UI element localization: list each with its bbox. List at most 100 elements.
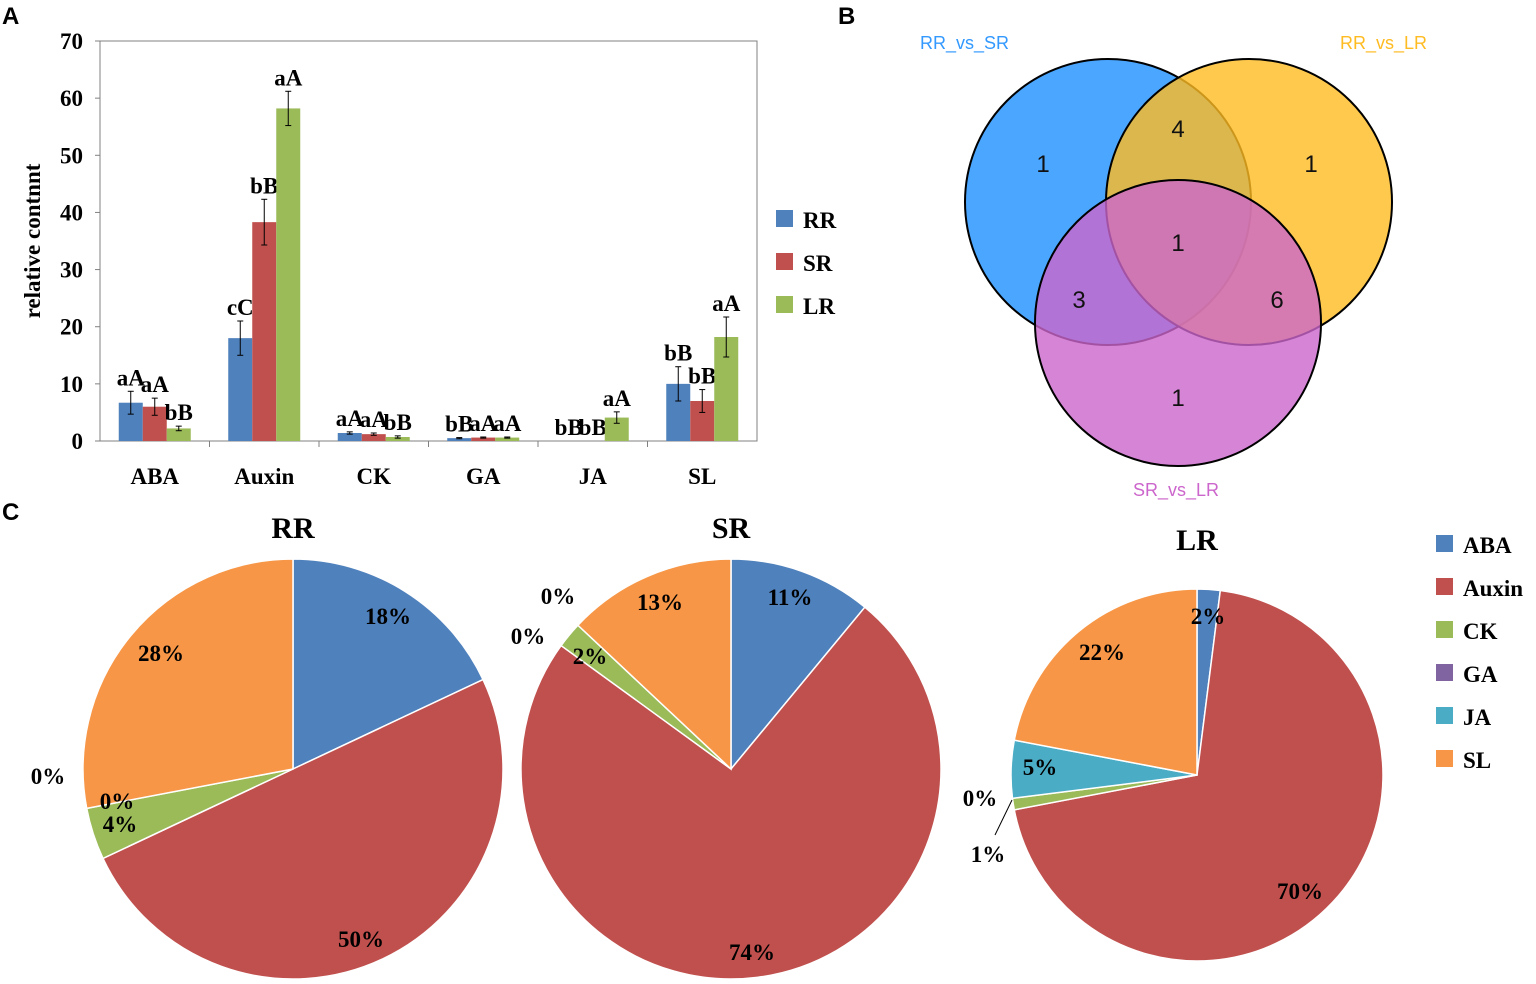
pie-label-ja: 0% xyxy=(511,624,546,649)
bar-lr-ja xyxy=(604,417,629,441)
significance-label: aA xyxy=(274,65,303,90)
significance-label: aA xyxy=(117,365,146,390)
pie-label-ck: 1% xyxy=(971,842,1006,867)
y-tick-label: 70 xyxy=(60,29,83,54)
venn-count-rr-sr-and-rr-lr: 4 xyxy=(1171,116,1184,143)
significance-label: aA xyxy=(360,407,389,432)
x-tick-label: GA xyxy=(466,464,501,489)
pie-legend: ABA Auxin CK GA JA SL xyxy=(1436,533,1523,773)
legend-label-sr: SR xyxy=(803,251,833,276)
legend-label-auxin: Auxin xyxy=(1463,576,1523,601)
bar-sr-ck xyxy=(361,434,386,441)
pie-slice-aba xyxy=(730,558,866,772)
significance-label: bB xyxy=(555,415,583,440)
pie-slice-sl xyxy=(576,558,732,771)
venn-count-rr-sr-and-sr-lr: 3 xyxy=(1072,287,1085,314)
pie-title: SR xyxy=(712,512,751,545)
pie-label-sl: 22% xyxy=(1079,640,1125,665)
panel-label-b: B xyxy=(838,3,855,30)
venn-label-sr-vs-lr: SR_vs_LR xyxy=(1133,480,1219,501)
pie-title: LR xyxy=(1176,524,1218,557)
pie-label-leader xyxy=(994,799,1013,836)
x-tick-label: ABA xyxy=(130,464,179,489)
pie-chart-sr: SR 11% 74% 2% 0% 0% 13% xyxy=(511,512,942,980)
panel-label-a: A xyxy=(2,3,19,30)
pie-label-sl: 28% xyxy=(138,641,184,666)
legend-label-aba: ABA xyxy=(1463,533,1512,558)
venn-count-sr-vs-lr-only: 1 xyxy=(1171,385,1184,412)
x-tick-label: SL xyxy=(688,464,716,489)
pie-label-aba: 11% xyxy=(768,585,813,610)
pie-label-ja: 5% xyxy=(1023,755,1058,780)
bar-lr-auxin xyxy=(276,108,301,441)
legend-swatch-lr xyxy=(776,296,793,313)
legend-swatch-rr xyxy=(776,210,793,227)
pie-label-ga: 0% xyxy=(963,786,998,811)
pie-label-ga: 0% xyxy=(100,789,135,814)
legend-label-lr: LR xyxy=(803,294,835,319)
bar-rr-ga xyxy=(447,438,472,441)
legend-swatch-sl xyxy=(1436,750,1453,767)
significance-label: aA xyxy=(141,372,170,397)
legend-swatch-auxin xyxy=(1436,578,1453,595)
significance-label: bB xyxy=(664,341,692,366)
pie-title: RR xyxy=(271,512,315,545)
panel-label-c: C xyxy=(2,499,19,526)
bar-lr-ga xyxy=(495,437,520,441)
pie-chart-lr: LR 2% 70% 1% 0% 22% 5% xyxy=(963,524,1384,962)
venn-count-all-three: 1 xyxy=(1171,230,1184,257)
bar-lr-ck xyxy=(385,437,410,441)
venn-label-rr-vs-lr: RR_vs_LR xyxy=(1340,33,1427,54)
pie-label-ga: 0% xyxy=(541,584,576,609)
significance-label: aA xyxy=(469,411,498,436)
bar-sr-ga xyxy=(471,437,496,441)
significance-label: cC xyxy=(227,295,254,320)
y-tick-label: 60 xyxy=(60,86,83,111)
y-axis-label: relative contnnt xyxy=(20,163,45,318)
y-tick-label: 50 xyxy=(60,143,83,168)
significance-label: bB xyxy=(688,364,716,389)
pie-label-ck: 4% xyxy=(103,812,138,837)
pie-slice-auxin xyxy=(101,678,504,980)
significance-label: aA xyxy=(712,291,741,316)
significance-label: bB xyxy=(579,415,607,440)
legend-label-ja: JA xyxy=(1463,705,1492,730)
pie-slice-auxin xyxy=(520,606,942,980)
venn-diagram: RR_vs_SR RR_vs_LR SR_vs_LR 1 1 1 4 3 6 1 xyxy=(920,33,1427,501)
bar-lr-aba xyxy=(166,428,191,441)
pie-label-auxin: 70% xyxy=(1277,879,1323,904)
significance-label: aA xyxy=(493,411,522,436)
pie-label-ck: 2% xyxy=(573,644,608,669)
venn-count-rr-lr-and-sr-lr: 6 xyxy=(1270,287,1283,314)
y-tick-label: 40 xyxy=(60,200,83,225)
significance-label: aA xyxy=(336,406,365,431)
venn-count-rr-vs-sr-only: 1 xyxy=(1036,151,1049,178)
venn-label-rr-vs-sr: RR_vs_SR xyxy=(920,33,1009,54)
legend-swatch-aba xyxy=(1436,535,1453,552)
legend-swatch-ga xyxy=(1436,664,1453,681)
pie-slice-sl xyxy=(82,558,294,810)
legend-label-sl: SL xyxy=(1463,748,1491,773)
x-tick-label: CK xyxy=(357,464,392,489)
y-tick-label: 10 xyxy=(60,372,83,397)
legend-label-ga: GA xyxy=(1463,662,1498,687)
bar-sr-auxin xyxy=(252,222,277,441)
pie-slice-auxin xyxy=(1013,589,1384,962)
venn-circle-sr-vs-lr xyxy=(1034,179,1322,467)
y-tick-label: 0 xyxy=(72,429,84,454)
pie-label-ja: 0% xyxy=(31,764,66,789)
pie-label-sl: 13% xyxy=(637,590,683,615)
significance-label: bB xyxy=(250,173,278,198)
y-tick-label: 30 xyxy=(60,258,83,283)
bar-rr-ck xyxy=(337,433,362,441)
pie-label-auxin: 74% xyxy=(729,940,775,965)
significance-label: bB xyxy=(445,412,473,437)
x-tick-label: JA xyxy=(579,464,608,489)
venn-count-rr-vs-lr-only: 1 xyxy=(1304,151,1317,178)
significance-label: bB xyxy=(384,410,412,435)
significance-label: bB xyxy=(165,400,193,425)
pie-slice-aba xyxy=(292,558,485,771)
